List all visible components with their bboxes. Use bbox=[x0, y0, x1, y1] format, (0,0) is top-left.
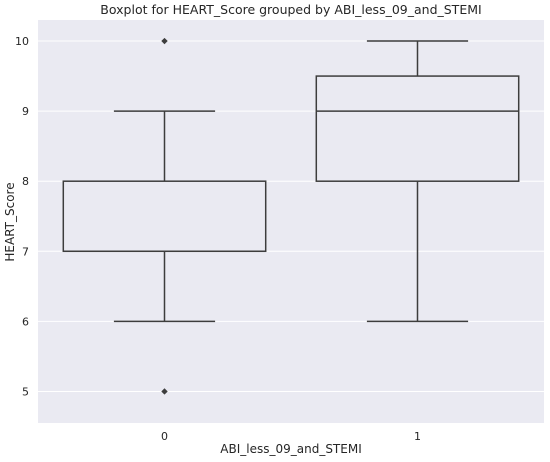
y-tick-label: 9 bbox=[22, 105, 29, 118]
y-axis-label: HEART_Score bbox=[3, 182, 17, 261]
box-group-1 bbox=[315, 40, 520, 323]
y-tick-label: 7 bbox=[22, 245, 29, 258]
iqr-box bbox=[315, 75, 520, 182]
y-tick-label: 8 bbox=[22, 175, 29, 188]
y-tick-label: 10 bbox=[15, 35, 29, 48]
x-tick-label: 0 bbox=[161, 430, 168, 443]
y-tick-labels: 5 6 7 8 9 10 bbox=[15, 35, 29, 398]
x-tick-label: 1 bbox=[414, 430, 421, 443]
outlier-point bbox=[161, 37, 168, 45]
boxes bbox=[62, 37, 520, 395]
y-tick-label: 5 bbox=[22, 385, 29, 398]
y-tick-label: 6 bbox=[22, 315, 29, 328]
x-axis-label: ABI_less_09_and_STEMI bbox=[220, 442, 361, 456]
outlier-point bbox=[161, 388, 168, 395]
box-group-0 bbox=[62, 37, 267, 395]
chart-title: Boxplot for HEART_Score grouped by ABI_l… bbox=[100, 2, 481, 17]
plot-area bbox=[38, 20, 544, 423]
